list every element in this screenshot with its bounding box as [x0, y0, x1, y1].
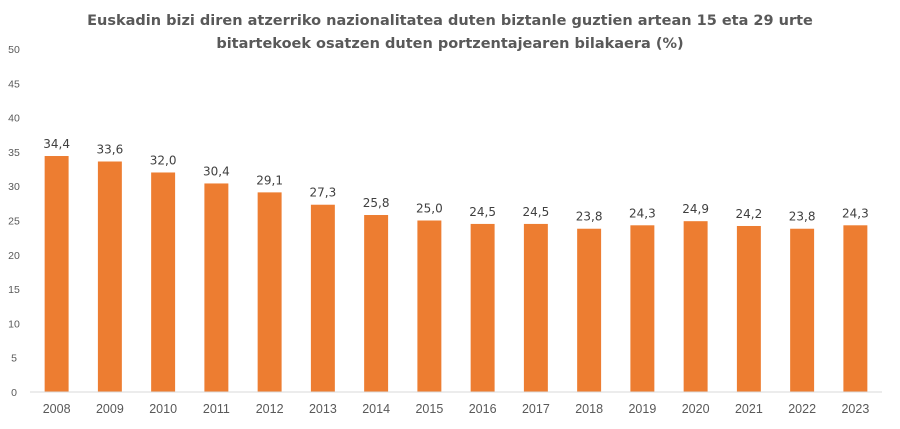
- data-label: 29,1: [256, 173, 283, 187]
- bar: [736, 225, 761, 392]
- bar: [843, 225, 868, 392]
- y-tick-label: 50: [8, 44, 20, 56]
- x-tick-label: 2009: [96, 402, 124, 416]
- x-tick-label: 2014: [362, 402, 390, 416]
- x-tick-label: 2013: [309, 402, 337, 416]
- data-label: 24,2: [736, 207, 763, 221]
- x-tick-label: 2023: [841, 402, 869, 416]
- bar: [630, 225, 655, 392]
- bar: [577, 228, 602, 392]
- x-tick-label: 2018: [575, 402, 603, 416]
- data-label: 25,0: [416, 202, 443, 216]
- x-tick-label: 2017: [522, 402, 550, 416]
- y-tick-label: 15: [8, 284, 20, 296]
- bar: [790, 228, 815, 392]
- x-tick-label: 2008: [43, 402, 71, 416]
- y-tick-label: 25: [8, 216, 20, 228]
- data-label: 32,0: [150, 153, 177, 167]
- y-tick-label: 10: [8, 318, 20, 330]
- bar: [470, 223, 495, 392]
- chart-title-line-1: Euskadin bizi diren atzerriko nazionalit…: [87, 13, 813, 29]
- data-label: 24,9: [682, 202, 709, 216]
- y-tick-label: 40: [8, 113, 20, 125]
- data-label: 24,3: [842, 206, 869, 220]
- x-tick-label: 2011: [203, 402, 230, 416]
- x-tick-label: 2020: [682, 402, 710, 416]
- chart-title-line-2: bitartekoek osatzen duten portzentajeare…: [216, 36, 684, 52]
- data-label: 23,8: [576, 210, 603, 224]
- data-label: 24,5: [523, 205, 550, 219]
- x-tick-label: 2015: [415, 402, 443, 416]
- data-label: 25,8: [363, 196, 390, 210]
- y-tick-label: 5: [11, 353, 17, 365]
- y-tick-label: 45: [8, 78, 20, 90]
- bar: [44, 156, 69, 392]
- data-label: 24,3: [629, 206, 656, 220]
- data-label: 30,4: [203, 164, 230, 178]
- x-tick-label: 2016: [469, 402, 497, 416]
- data-label: 24,5: [469, 205, 496, 219]
- y-tick-label: 35: [8, 147, 20, 159]
- x-tick-label: 2021: [735, 402, 763, 416]
- y-tick-label: 0: [11, 387, 17, 399]
- bar: [417, 220, 442, 392]
- data-label: 27,3: [310, 186, 337, 200]
- x-tick-label: 2012: [256, 402, 284, 416]
- x-tick-label: 2019: [628, 402, 656, 416]
- bar: [204, 183, 229, 392]
- data-label: 34,4: [43, 137, 70, 151]
- x-tick-label: 2010: [149, 402, 177, 416]
- bar: [523, 223, 548, 392]
- data-label: 23,8: [789, 210, 816, 224]
- bar: [364, 215, 389, 392]
- bar: [97, 161, 122, 392]
- bar: [257, 192, 282, 392]
- bar: [151, 172, 176, 392]
- chart-title: Euskadin bizi diren atzerriko nazionalit…: [0, 10, 900, 56]
- y-tick-label: 30: [8, 181, 20, 193]
- data-label: 33,6: [97, 143, 124, 157]
- bar: [683, 221, 708, 392]
- y-tick-label: 20: [8, 250, 20, 262]
- bar: [310, 204, 335, 392]
- x-tick-label: 2022: [788, 402, 816, 416]
